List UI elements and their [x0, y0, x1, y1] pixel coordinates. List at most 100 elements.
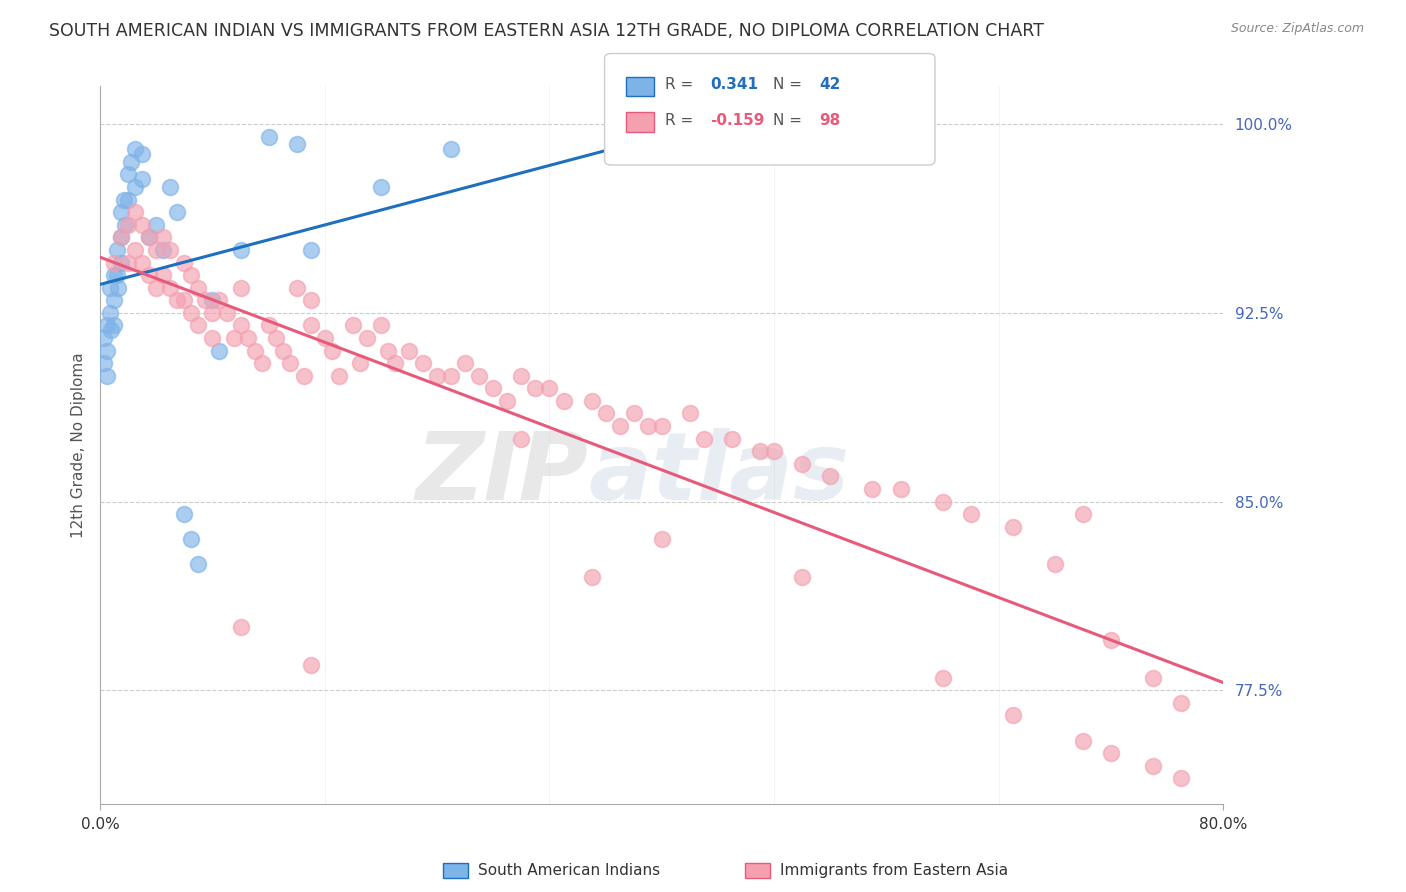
Text: Source: ZipAtlas.com: Source: ZipAtlas.com — [1230, 22, 1364, 36]
Point — [581, 393, 603, 408]
Point — [117, 255, 139, 269]
Point — [117, 218, 139, 232]
Point — [194, 293, 217, 308]
Point — [159, 243, 181, 257]
Point — [679, 407, 702, 421]
Point — [96, 343, 118, 358]
Point — [292, 368, 315, 383]
Point — [110, 230, 132, 244]
Point — [285, 137, 308, 152]
Point — [93, 356, 115, 370]
Point — [145, 218, 167, 232]
Point — [440, 368, 463, 383]
Point — [229, 280, 252, 294]
Text: R =: R = — [665, 113, 699, 128]
Point — [299, 293, 322, 308]
Point — [1071, 507, 1094, 521]
Y-axis label: 12th Grade, No Diploma: 12th Grade, No Diploma — [72, 352, 86, 538]
Point — [201, 306, 224, 320]
Point — [426, 368, 449, 383]
Point — [152, 243, 174, 257]
Point — [321, 343, 343, 358]
Point — [112, 193, 135, 207]
Point — [959, 507, 981, 521]
Point — [468, 368, 491, 383]
Text: ZIP: ZIP — [416, 427, 589, 520]
Point — [440, 142, 463, 156]
Point — [496, 393, 519, 408]
Point — [581, 570, 603, 584]
Text: South American Indians: South American Indians — [478, 863, 661, 878]
Point — [1043, 558, 1066, 572]
Point — [120, 154, 142, 169]
Point — [931, 494, 953, 508]
Point — [1142, 758, 1164, 772]
Point — [103, 293, 125, 308]
Point — [693, 432, 716, 446]
Point — [749, 444, 772, 458]
Point — [763, 444, 786, 458]
Point — [110, 230, 132, 244]
Point — [1170, 696, 1192, 710]
Point — [124, 205, 146, 219]
Point — [1170, 772, 1192, 786]
Point — [138, 230, 160, 244]
Point — [117, 193, 139, 207]
Point — [222, 331, 245, 345]
Point — [356, 331, 378, 345]
Point — [1099, 632, 1122, 647]
Point — [510, 432, 533, 446]
Point — [187, 558, 209, 572]
Point — [595, 407, 617, 421]
Point — [145, 280, 167, 294]
Point — [208, 343, 231, 358]
Point — [187, 318, 209, 333]
Point — [103, 255, 125, 269]
Point — [931, 671, 953, 685]
Point — [609, 419, 631, 434]
Point — [159, 180, 181, 194]
Point — [114, 218, 136, 232]
Point — [145, 243, 167, 257]
Point — [173, 507, 195, 521]
Point — [110, 255, 132, 269]
Point — [215, 306, 238, 320]
Point — [342, 318, 364, 333]
Point — [1071, 733, 1094, 747]
Point — [250, 356, 273, 370]
Point — [299, 243, 322, 257]
Point — [271, 343, 294, 358]
Point — [264, 331, 287, 345]
Point — [792, 457, 814, 471]
Point — [349, 356, 371, 370]
Point — [98, 280, 121, 294]
Text: 0.341: 0.341 — [710, 78, 758, 92]
Point — [159, 280, 181, 294]
Point — [278, 356, 301, 370]
Point — [257, 318, 280, 333]
Point — [651, 419, 673, 434]
Point — [792, 570, 814, 584]
Point — [201, 293, 224, 308]
Point — [412, 356, 434, 370]
Point — [1001, 708, 1024, 723]
Text: 42: 42 — [820, 78, 841, 92]
Point — [131, 218, 153, 232]
Point — [152, 268, 174, 282]
Point — [105, 268, 128, 282]
Point — [131, 172, 153, 186]
Point — [131, 147, 153, 161]
Point — [96, 318, 118, 333]
Point — [229, 620, 252, 634]
Point — [107, 280, 129, 294]
Point — [482, 381, 505, 395]
Point — [398, 343, 420, 358]
Point — [370, 180, 392, 194]
Point — [96, 368, 118, 383]
Text: 98: 98 — [820, 113, 841, 128]
Point — [236, 331, 259, 345]
Point — [124, 243, 146, 257]
Point — [166, 205, 188, 219]
Text: Immigrants from Eastern Asia: Immigrants from Eastern Asia — [780, 863, 1008, 878]
Point — [377, 343, 399, 358]
